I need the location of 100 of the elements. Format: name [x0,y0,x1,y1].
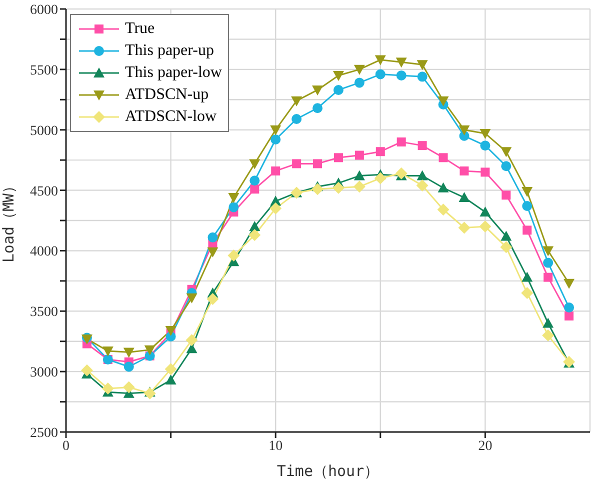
point [564,311,574,320]
point [374,55,386,66]
point [354,170,365,180]
point [123,348,134,358]
x-tick-label: 0 [62,438,70,454]
legend-label: ATDSCN-up [125,85,209,105]
point [312,85,324,96]
point [416,60,428,70]
point [417,72,428,82]
point [102,346,114,357]
point [395,167,408,180]
point [500,230,512,241]
point [460,166,469,176]
point [418,141,427,150]
point [542,318,554,328]
point [208,232,218,242]
point [458,125,470,136]
point [522,200,532,211]
point [250,184,260,194]
point [291,96,302,106]
point [502,190,511,200]
point [480,206,491,217]
y-tick-label: 5500 [30,63,58,78]
point [500,147,512,158]
point [249,221,260,232]
point [438,153,448,162]
point [354,150,364,160]
point [270,125,282,136]
point [228,193,240,204]
point [122,381,135,394]
legend-label: This paper-low [125,63,222,83]
point [542,246,554,256]
y-axis-title: Load（MW） [0,178,18,263]
point [458,192,470,202]
point [271,166,280,176]
point [501,161,512,172]
point [228,250,240,262]
point [102,382,114,394]
point [332,70,344,81]
point [479,220,492,233]
x-tick-label: 10 [268,438,283,454]
point [354,78,364,88]
point [228,202,239,212]
point [353,180,366,193]
point [480,168,490,177]
point [332,182,344,194]
point [165,326,176,336]
point [521,287,534,300]
legend-label: True [125,19,155,39]
point [480,128,491,139]
point [522,186,533,197]
point [334,153,343,162]
point [165,374,176,385]
point [333,84,344,95]
point [292,114,302,124]
point [186,293,198,304]
point [480,140,490,151]
point [564,278,575,289]
point [438,182,449,192]
point [374,172,386,184]
point [522,272,533,282]
point [354,64,365,75]
point [313,159,322,168]
point [248,229,261,242]
point [396,58,407,68]
point [80,364,93,376]
y-tick-label: 3000 [30,366,58,381]
x-axis-title: Time（hour） [276,462,380,480]
legend-label: ATDSCN-low [125,107,217,127]
point [376,147,385,156]
point [438,96,449,106]
point [270,202,282,214]
point [544,272,553,282]
point [542,329,554,342]
point [564,302,574,313]
y-tick-label: 5000 [30,124,58,139]
point [144,387,156,400]
point [500,241,512,254]
point [458,222,470,234]
y-tick-label: 4500 [30,184,58,200]
point [312,183,324,196]
y-tick-label: 3500 [30,305,58,320]
point [270,134,281,145]
point [416,170,428,180]
point [375,69,386,80]
legend-label: This paper-up [125,41,214,61]
y-tick-label: 4000 [30,244,58,260]
point [522,226,532,235]
point [249,159,260,170]
y-tick-label: 6000 [30,2,58,18]
point [543,258,554,268]
point [312,103,323,114]
point [207,247,218,258]
point [124,362,134,372]
point [396,137,406,146]
point [396,70,406,80]
point [437,204,450,216]
point [292,159,302,168]
point [206,293,219,306]
y-tick-label: 2500 [30,426,58,441]
